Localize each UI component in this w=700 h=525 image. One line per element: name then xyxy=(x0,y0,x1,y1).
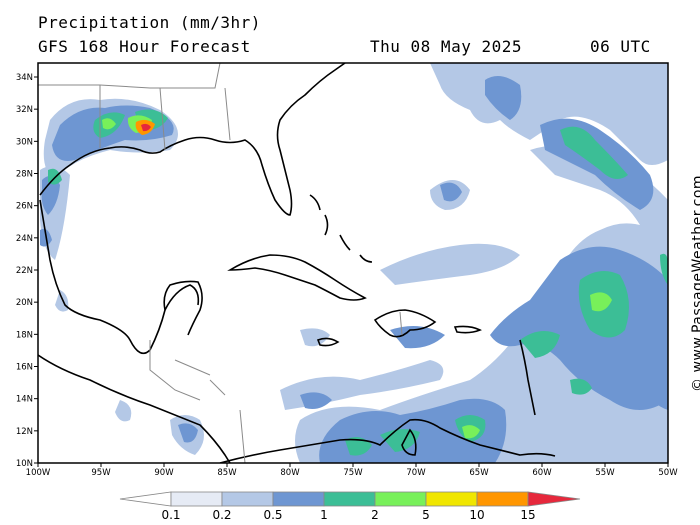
lon-label: 55W xyxy=(595,468,615,478)
legend-label: 0.1 xyxy=(161,508,180,522)
lon-label: 80W xyxy=(280,468,300,478)
legend-label: 0.5 xyxy=(263,508,282,522)
lat-label: 20N xyxy=(16,298,33,308)
legend-swatch xyxy=(374,491,427,507)
lat-label: 32N xyxy=(16,105,33,115)
lat-label: 18N xyxy=(16,330,33,340)
legend-arrow-low xyxy=(119,491,172,507)
lon-label: 90W xyxy=(154,468,174,478)
legend-label: 1 xyxy=(320,508,328,522)
legend-label: 5 xyxy=(422,508,430,522)
lon-label: 95W xyxy=(91,468,111,478)
lat-label: 12N xyxy=(16,427,33,437)
lat-label: 22N xyxy=(16,266,33,276)
borders xyxy=(38,63,403,463)
precip-extreme xyxy=(135,119,155,135)
legend-label: 0.2 xyxy=(212,508,231,522)
lon-label: 60W xyxy=(532,468,552,478)
lat-label: 24N xyxy=(16,234,33,244)
precip-legend: 0.1 0.2 0.5 1 2 5 10 15 xyxy=(119,491,581,522)
lon-label: 50W xyxy=(658,468,678,478)
legend-label: 10 xyxy=(469,508,484,522)
latitude-axis: 34N 32N 30N 28N 26N 24N 22N 20N 18N 16N 14N 12N 10N xyxy=(16,73,38,469)
lat-label: 28N xyxy=(16,170,33,180)
lat-label: 26N xyxy=(16,202,33,212)
legend-swatch xyxy=(272,491,325,507)
legend-swatch xyxy=(323,491,376,507)
lat-label: 14N xyxy=(16,395,33,405)
precip-layer xyxy=(40,63,668,463)
legend-swatch xyxy=(476,491,529,507)
lat-label: 16N xyxy=(16,363,33,373)
lat-label: 34N xyxy=(16,73,33,83)
forecast-time: 06 UTC xyxy=(590,37,651,56)
legend-swatch xyxy=(425,491,478,507)
legend-arrow-high xyxy=(527,491,581,507)
forecast-date: Thu 08 May 2025 xyxy=(370,37,522,56)
lat-label: 10N xyxy=(16,459,33,469)
longitude-axis: 100W 95W 90W 85W 80W 75W 70W 65W 60W 55W 50W xyxy=(26,463,678,478)
lon-label: 65W xyxy=(469,468,489,478)
lon-label: 100W xyxy=(26,468,51,478)
chart-title: Precipitation (mm/3hr) xyxy=(38,13,261,32)
legend-label: 2 xyxy=(371,508,379,522)
lat-label: 30N xyxy=(16,137,33,147)
lon-label: 70W xyxy=(406,468,426,478)
lon-label: 75W xyxy=(343,468,363,478)
forecast-model: GFS 168 Hour Forecast xyxy=(38,37,251,56)
legend-swatch xyxy=(170,491,223,507)
credit-text: © www.PassageWeather.com xyxy=(690,174,700,392)
legend-swatch xyxy=(221,491,274,507)
legend-label: 15 xyxy=(520,508,535,522)
lon-label: 85W xyxy=(217,468,237,478)
